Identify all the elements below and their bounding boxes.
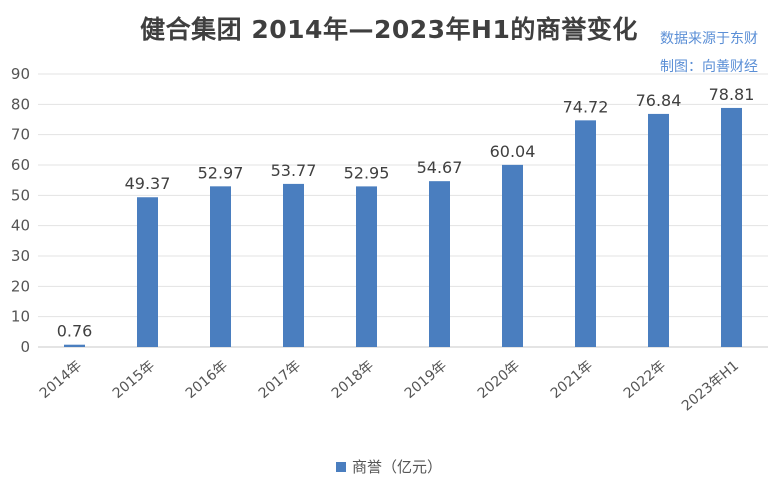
x-tick-label: 2015年 bbox=[110, 358, 158, 402]
data-label: 74.72 bbox=[563, 97, 609, 116]
data-label: 60.04 bbox=[490, 142, 536, 161]
legend: 商誉（亿元） bbox=[0, 456, 778, 477]
x-tick-label: 2017年 bbox=[256, 358, 304, 402]
x-tick-label: 2020年 bbox=[475, 358, 523, 402]
y-tick-label: 20 bbox=[11, 277, 30, 295]
y-tick-label: 90 bbox=[11, 65, 30, 83]
data-label: 54.67 bbox=[417, 158, 463, 177]
data-labels: 0.76 49.37 52.97 53.77 52.95 54.67 60.04 74.72 7… bbox=[57, 85, 755, 341]
y-tick-label: 50 bbox=[11, 186, 30, 204]
chart-title: 健合集团 2014年—2023年H1的商誉变化 bbox=[140, 15, 638, 44]
bar bbox=[575, 120, 596, 347]
y-tick-label: 0 bbox=[20, 338, 30, 356]
legend-label: 商誉（亿元） bbox=[351, 458, 442, 476]
y-tick-label: 40 bbox=[11, 217, 30, 235]
bar bbox=[137, 197, 158, 347]
chart-maker-note: 制图：向善财经 bbox=[660, 59, 758, 75]
bars bbox=[64, 107, 742, 348]
data-label: 53.77 bbox=[271, 161, 317, 180]
y-axis: 0 10 20 30 40 50 60 70 80 90 bbox=[11, 65, 30, 356]
x-tick-label: 2016年 bbox=[183, 358, 231, 402]
x-axis: 2014年 2015年 2016年 2017年 2018年 2019年 2020年 2021年… bbox=[37, 358, 742, 415]
x-tick-label: 2021年 bbox=[548, 358, 596, 402]
bar bbox=[210, 186, 231, 347]
y-tick-label: 10 bbox=[11, 308, 30, 326]
data-label: 76.84 bbox=[636, 91, 682, 110]
data-label: 52.95 bbox=[344, 163, 390, 182]
data-label: 49.37 bbox=[125, 174, 171, 193]
bar bbox=[64, 344, 85, 347]
y-tick-label: 30 bbox=[11, 247, 30, 265]
x-tick-label: 2019年 bbox=[402, 358, 450, 402]
bar bbox=[721, 107, 742, 348]
bar bbox=[283, 183, 304, 347]
bar bbox=[648, 113, 669, 347]
x-tick-label: 2018年 bbox=[329, 358, 377, 402]
bar bbox=[356, 186, 377, 347]
x-tick-label: 2014年 bbox=[37, 358, 85, 402]
y-tick-label: 70 bbox=[11, 126, 30, 144]
data-source-note: 数据来源于东财 bbox=[660, 31, 758, 47]
y-tick-label: 60 bbox=[11, 156, 30, 174]
bar bbox=[429, 181, 450, 347]
data-label: 0.76 bbox=[57, 322, 93, 341]
legend-swatch bbox=[335, 461, 346, 472]
x-tick-label: 2023年H1 bbox=[679, 358, 742, 415]
gridlines bbox=[38, 73, 768, 348]
bar bbox=[502, 164, 523, 347]
y-tick-label: 80 bbox=[11, 95, 30, 113]
data-label: 78.81 bbox=[709, 85, 755, 104]
data-label: 52.97 bbox=[198, 163, 244, 182]
x-tick-label: 2022年 bbox=[621, 358, 669, 402]
